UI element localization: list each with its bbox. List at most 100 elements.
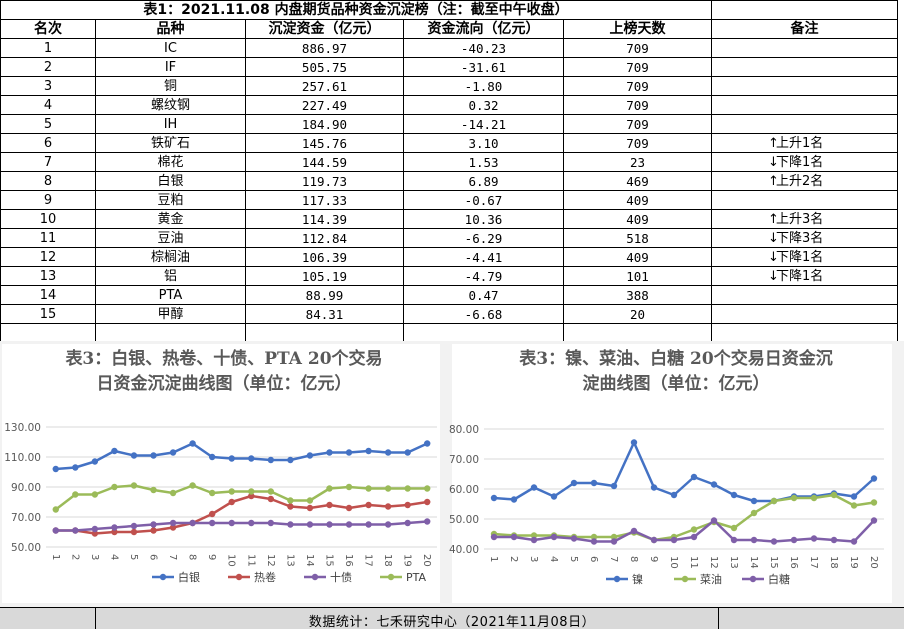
fund-cell: 105.19: [245, 266, 404, 286]
data-point: [72, 527, 79, 534]
data-point: [52, 527, 59, 534]
flow-cell: 3.10: [403, 133, 564, 153]
data-point: [72, 464, 79, 471]
note-cell: [711, 57, 898, 77]
data-point: [384, 521, 392, 528]
rank-cell: 2: [0, 57, 96, 77]
rank-cell: 6: [0, 133, 96, 153]
name-cell: 甲醇: [95, 304, 246, 324]
data-point: [306, 504, 314, 512]
data-point: [365, 501, 372, 509]
rank-cell: 13: [0, 266, 96, 286]
note-text: 上升2名: [776, 173, 824, 189]
series-line-PTA: [55, 484, 428, 511]
data-point: [750, 509, 758, 517]
flow-cell: -4.79: [403, 266, 564, 286]
fund-cell: 119.73: [245, 171, 404, 191]
data-point: [111, 528, 118, 536]
data-point: [730, 524, 738, 532]
y-tick-label: 90.00: [11, 482, 41, 494]
data-point: [570, 479, 578, 487]
data-point: [404, 485, 411, 492]
ranking-table: 表1：2021.11.08 内盘期货品种资金沉淀榜（注：截至中午收盘） 名次 品…: [0, 0, 898, 343]
data-point: [208, 510, 216, 518]
data-point: [850, 493, 858, 500]
y-tick-label: 70.00: [449, 454, 479, 466]
data-point: [610, 533, 618, 541]
data-point: [404, 449, 411, 456]
table-row: 4 螺纹钢 227.49 0.32 709: [0, 95, 898, 115]
rank-change-arrow-icon: ↓: [768, 230, 779, 246]
data-point: [267, 488, 275, 495]
x-tick-label: 8: [628, 556, 639, 562]
y-tick-label: 80.00: [449, 424, 479, 436]
days-cell: 469: [563, 171, 712, 191]
data-point: [530, 536, 538, 544]
table-row: 11 豆油 112.84 -6.29 518 ↓下降3名: [0, 228, 898, 248]
header-name: 品种: [95, 19, 246, 39]
data-point: [690, 526, 698, 533]
note-cell: ↓下降1名: [711, 152, 898, 172]
rank-change-arrow-icon: ↓: [768, 268, 779, 284]
data-point: [248, 519, 255, 527]
x-tick-label: 20: [421, 554, 432, 567]
name-cell: IC: [95, 38, 246, 58]
x-tick-label: 5: [568, 556, 579, 562]
rank-cell: 3: [0, 76, 96, 96]
data-point: [404, 519, 411, 527]
rank-cell: 15: [0, 304, 96, 324]
name-cell: IF: [95, 57, 246, 77]
x-tick-label: 7: [167, 554, 178, 560]
flow-cell: -1.80: [403, 76, 564, 96]
series-line-白银: [55, 442, 428, 471]
data-point: [870, 517, 878, 524]
data-point: [384, 485, 392, 492]
fund-cell: 84.31: [245, 304, 404, 324]
header-note: 备注: [711, 19, 898, 39]
note-cell: ↓下降1名: [711, 266, 898, 286]
data-point: [384, 503, 392, 510]
chart-nickel-rapeseed-sugar: 表3：镍、菜油、白糖 20个交易日资金沉 淀曲线图（单位：亿元） 80.00 70…: [448, 341, 904, 607]
table-row: 15 甲醇 84.31 -6.68 20: [0, 304, 898, 324]
x-tick-label: 4: [548, 556, 559, 562]
x-tick-label: 10: [668, 556, 679, 569]
data-point: [424, 485, 431, 492]
fund-cell: 505.75: [245, 57, 404, 77]
table-row: 12 棕榈油 106.39 -4.41 409 ↓下降1名: [0, 247, 898, 267]
data-point: [790, 536, 798, 544]
data-point: [248, 488, 255, 495]
data-point: [710, 481, 718, 488]
data-point: [810, 535, 818, 542]
data-point: [830, 491, 838, 499]
data-point: [710, 517, 718, 524]
y-tick-label: 40.00: [449, 544, 479, 556]
fund-cell: 106.39: [245, 247, 404, 267]
x-tick-label: 13: [728, 556, 739, 569]
data-point: [91, 458, 99, 465]
legend-marker: [159, 573, 167, 581]
note-text: 下降1名: [776, 154, 824, 170]
data-point: [650, 484, 658, 491]
flow-cell: -0.67: [403, 190, 564, 210]
x-tick-label: 10: [226, 554, 237, 567]
flow-cell: -40.23: [403, 38, 564, 58]
data-point: [570, 535, 578, 542]
table-row: 6 铁矿石 145.76 3.10 709 ↑上升1名: [0, 133, 898, 153]
fund-cell: 145.76: [245, 133, 404, 153]
chart-title-line1: 表3：镍、菜油、白糖 20个交易日资金沉: [519, 349, 833, 369]
x-tick-label: 9: [648, 556, 659, 562]
data-point: [169, 524, 177, 531]
days-cell: 709: [563, 114, 712, 134]
data-point: [510, 496, 518, 503]
data-point: [150, 527, 157, 534]
y-tick-label: 50.00: [11, 542, 41, 554]
data-point: [228, 488, 235, 495]
data-point: [208, 453, 216, 461]
note-text: 下降3名: [776, 230, 824, 246]
days-cell: 409: [563, 190, 712, 210]
header-rank: 名次: [0, 19, 96, 39]
note-cell: [711, 95, 898, 115]
x-tick-label: 3: [89, 554, 100, 560]
x-tick-label: 19: [848, 556, 859, 569]
footer-source: 数据统计：七禾研究中心（2021年11月08日）: [308, 615, 596, 630]
